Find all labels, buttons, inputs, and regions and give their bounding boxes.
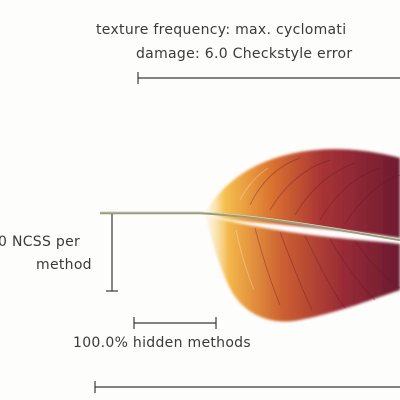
ncss-label-line-2: method bbox=[36, 257, 92, 273]
ncss-label-line-1: 0 NCSS per bbox=[0, 234, 81, 250]
feather-barbs bbox=[249, 157, 400, 311]
texture-frequency-label: texture frequency: max. cyclomati bbox=[96, 22, 347, 38]
damage-label: damage: 6.0 Checkstyle error bbox=[136, 46, 353, 62]
feather-lower-vane bbox=[205, 215, 400, 322]
feather-upper-vane bbox=[205, 149, 400, 238]
feather-rachis bbox=[100, 211, 400, 242]
hidden-methods-label: 100.0% hidden methods bbox=[73, 335, 251, 351]
